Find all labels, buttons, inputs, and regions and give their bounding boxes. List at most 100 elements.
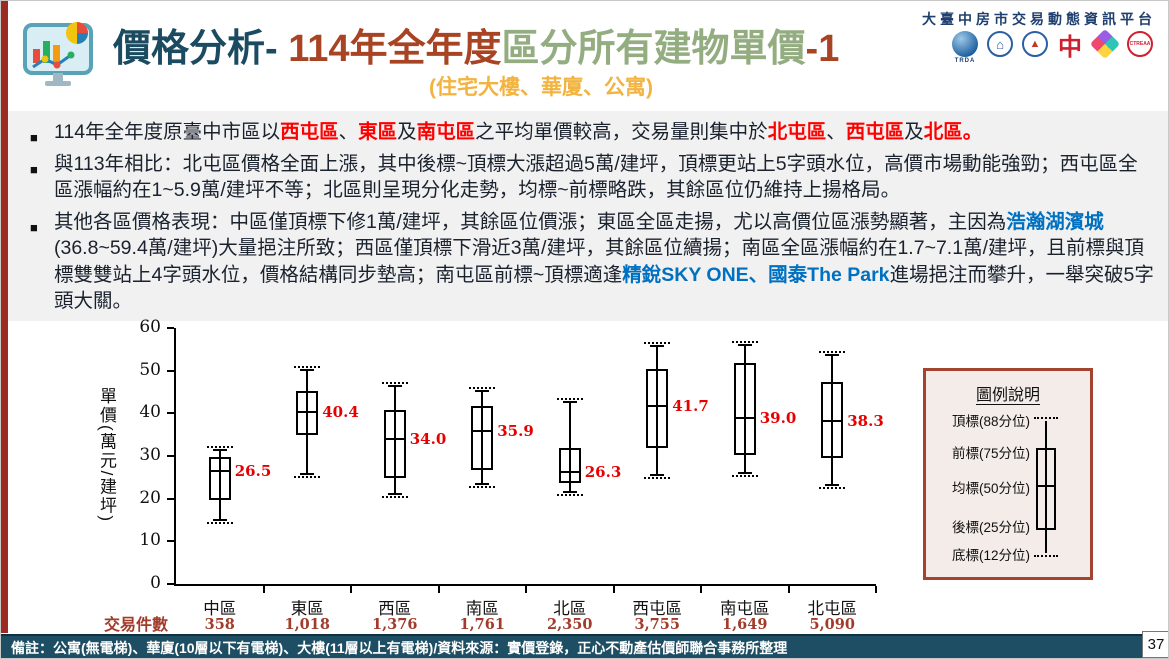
count-東區: 1,018 <box>284 616 330 633</box>
bottom-cap-dotted-西屯區 <box>644 477 671 480</box>
bullet-text-segment: 進場挹注而攀升，一舉突破5字頭大關。 <box>54 263 1154 313</box>
legend-box-rect <box>1036 448 1056 530</box>
median-北屯區 <box>821 419 844 422</box>
count-南區: 1,761 <box>459 616 505 633</box>
bottom-cap-東區 <box>300 472 315 475</box>
y-tick-label: 30 <box>139 445 161 465</box>
y-tick <box>167 497 174 500</box>
top-cap-南區 <box>475 390 490 393</box>
bottom-cap-dotted-中區 <box>206 522 233 524</box>
legend-box: 圖例說明 頂標(88分位) 前標(75分位) 均標(50分位) 後標(25分位) 底標(… <box>923 368 1093 580</box>
y-tick <box>167 412 174 415</box>
bullet-marker: ■ <box>30 130 38 145</box>
y-tick-label: 10 <box>139 530 161 551</box>
trda-globe-icon <box>952 31 978 57</box>
bullet-item-3: ■ 其他各區價格表現：中區僅頂標下修1萬/建坪，其餘區位價漲；東區全區走揚，尤以高… <box>30 209 1156 315</box>
bottom-cap-北區 <box>562 490 577 493</box>
x-label-東區: 東區 <box>290 600 324 618</box>
bottom-cap-西區 <box>387 492 402 495</box>
count-西屯區: 3,755 <box>634 616 680 633</box>
top-cap-dotted-北屯區 <box>819 350 846 353</box>
box-南區 <box>471 406 494 471</box>
median-中區 <box>208 469 231 472</box>
x-tick <box>350 586 352 593</box>
y-tick <box>167 369 174 372</box>
page-title: 價格分析- 114年全年度區分所有建物單價-1 <box>113 17 839 72</box>
bullet-marker: ■ <box>30 219 38 235</box>
y-axis-label: 單價(萬元/建坪) <box>97 387 116 524</box>
x-tick <box>700 586 702 593</box>
bottom-cap-北屯區 <box>825 484 840 487</box>
title-part: 區分所有建物單價 <box>501 28 806 70</box>
bullet-text-segment: 西屯區 <box>845 121 905 143</box>
bottom-cap-dotted-東區 <box>294 475 321 478</box>
bullet-text-segment: 北屯區 <box>767 121 827 143</box>
top-cap-西屯區 <box>650 344 665 347</box>
bottom-cap-dotted-南區 <box>469 486 496 489</box>
x-tick <box>437 586 440 593</box>
count-中區: 358 <box>204 616 235 633</box>
chart-monitor-icon <box>23 22 93 86</box>
legend-item-3: 均標(50分位) <box>952 481 1031 496</box>
bullet-text-segment: 西屯區 <box>280 121 339 143</box>
legend-item-2: 前標(75分位) <box>952 446 1031 461</box>
y-tick-label: 50 <box>139 359 161 380</box>
bullet-text-segment: 其他各區價格表現：中區僅頂標下修1萬/建坪，其餘區位價漲；東區全區走揚，尤以高價… <box>54 210 1007 233</box>
x-label-西屯區: 西屯區 <box>632 600 683 618</box>
bullet-text-segment: (36.8~59.4萬/建坪)大量挹注所致；西區僅頂標下滑近3萬/建坪，其餘區位… <box>54 237 1144 286</box>
top-cap-西區 <box>387 385 402 388</box>
bullet-text-segment: 東區 <box>358 121 398 143</box>
median-label-西屯區: 41.7 <box>672 397 709 416</box>
y-tick <box>167 327 174 329</box>
page-number: 37 <box>1142 631 1168 658</box>
x-axis-line <box>174 584 876 586</box>
box-中區 <box>208 457 231 500</box>
bullet-item-1: ■ 114年全年度原臺中市區以西屯區、東區及南屯區之平均單價較高，交易量則集中於北… <box>30 119 1156 146</box>
book-icon: ▲ <box>1022 31 1048 57</box>
y-tick-label: 0 <box>150 573 161 593</box>
bullet-text-segment: 南屯區 <box>416 121 476 143</box>
ctreaa-logo: CTREAA <box>1126 31 1154 67</box>
box-東區 <box>296 391 319 436</box>
median-label-中區: 26.5 <box>234 461 272 480</box>
count-西區: 1,376 <box>372 616 418 633</box>
legend-top-cap <box>1034 417 1058 419</box>
x-label-北區: 北區 <box>553 600 587 618</box>
bottom-cap-dotted-北屯區 <box>819 487 846 490</box>
median-label-南區: 35.9 <box>497 421 534 440</box>
left-accent-bar <box>1 1 8 633</box>
zhong-logo: 中 <box>1058 33 1082 61</box>
bullet-text-segment: 及 <box>904 121 924 143</box>
bullet-text-segment: 與113年相比：北屯區價格全面上漲，其中後標~頂標大漲超過5萬/建坪，頂標更站上… <box>54 152 1138 202</box>
top-cap-南屯區 <box>737 343 752 346</box>
bullet-item-2: ■ 與113年相比：北屯區價格全面上漲，其中後標~頂標大漲超過5萬/建坪，頂標更站… <box>30 151 1156 204</box>
legend-bottom-cap <box>1034 555 1058 557</box>
whisker-西區 <box>393 386 396 494</box>
y-tick-label: 20 <box>139 487 161 508</box>
footer-note: 備註：公寓(無電梯)、華廈(10層以下有電梯)、大樓(11層以上有電梯)/資料來… <box>1 634 1142 658</box>
median-label-北屯區: 38.3 <box>847 411 884 430</box>
summary-bullets: ■ 114年全年度原臺中市區以西屯區、東區及南屯區之平均單價較高，交易量則集中於北… <box>8 111 1168 321</box>
x-label-中區: 中區 <box>203 600 237 618</box>
x-tick <box>612 586 615 593</box>
median-南屯區 <box>733 416 756 419</box>
top-cap-dotted-西區 <box>381 382 408 385</box>
building-icon: ⌂ <box>987 31 1013 57</box>
association-logo-2: ▲ <box>1021 31 1049 67</box>
top-cap-dotted-南區 <box>469 387 496 390</box>
whisker-北區 <box>568 402 571 492</box>
y-tick <box>167 583 174 585</box>
top-cap-dotted-東區 <box>294 365 321 368</box>
y-tick-label: 60 <box>139 317 161 337</box>
legend-item-4: 後標(25分位) <box>952 520 1031 535</box>
median-南區 <box>471 429 494 432</box>
bottom-cap-中區 <box>212 519 227 521</box>
box-南屯區 <box>733 362 756 456</box>
count-北屯區: 5,090 <box>809 616 855 633</box>
bullet-text-segment: 浩瀚湖濱城 <box>1006 210 1104 233</box>
median-label-北區: 26.3 <box>584 462 622 481</box>
y-axis-line <box>174 328 176 584</box>
title-part: 價格分析- <box>113 28 289 70</box>
count-北區: 2,350 <box>547 616 593 633</box>
